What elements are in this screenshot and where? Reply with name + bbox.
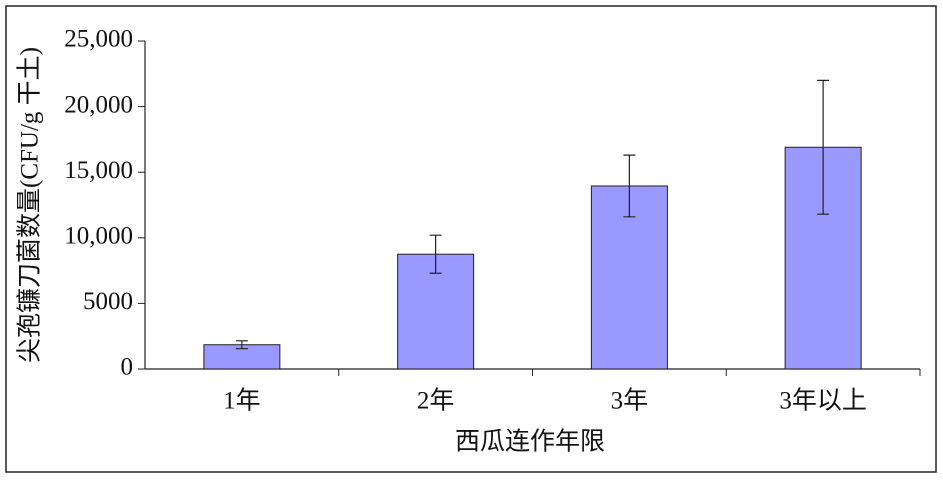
y-tick-label: 25,000	[64, 26, 133, 53]
y-tick-label: 20,000	[64, 91, 133, 118]
y-tick-label: 10,000	[64, 223, 133, 250]
error-bar	[235, 340, 248, 350]
error-bar	[429, 234, 442, 274]
x-tick-label: 1年	[223, 387, 261, 415]
y-tick-label: 0	[121, 354, 134, 381]
y-tick-label: 15,000	[64, 157, 133, 184]
x-tick-label: 3年	[611, 387, 649, 415]
x-axis-label: 西瓜连作年限	[455, 428, 605, 456]
y-tick-label: 5000	[83, 288, 133, 315]
frame	[5, 5, 937, 473]
error-bar	[623, 154, 636, 218]
y-axis-label: 尖孢镰刀菌数量(CFU/g 干土)	[16, 47, 44, 363]
x-tick-label: 3年以上	[779, 387, 867, 415]
error-bar	[817, 79, 830, 215]
x-tick-label: 2年	[417, 387, 455, 415]
